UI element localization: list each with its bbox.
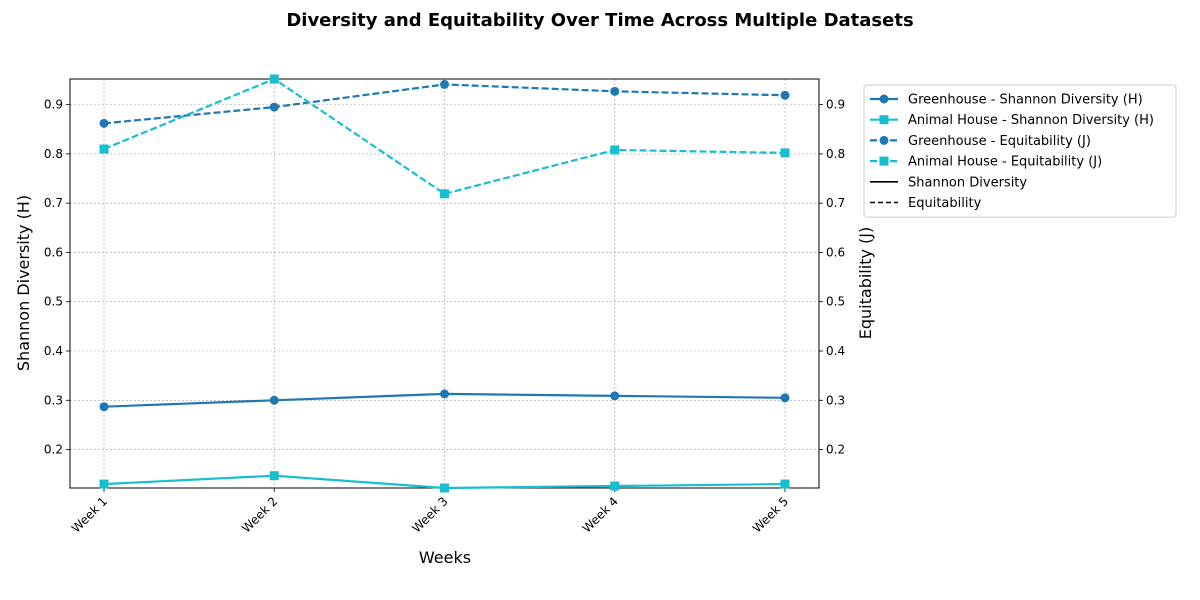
series-line-3 [103, 77, 786, 196]
x-tick-label: Week 5 [750, 494, 791, 535]
data-point [99, 402, 109, 412]
y-axis-right: 0.2 0.3 0.4 0.5 0.6 0.7 0.8 0.9 [819, 98, 845, 457]
data-point [269, 395, 279, 405]
y-tick-label-left: 0.4 [44, 344, 63, 358]
y-tick-label-right: 0.3 [826, 393, 845, 407]
x-axis-label: Weeks [419, 548, 471, 567]
y-tick-label-right: 0.4 [826, 344, 845, 358]
data-point [269, 102, 279, 112]
legend-marker [879, 115, 889, 125]
legend-label: Animal House - Shannon Diversity (H) [908, 113, 1154, 128]
chart-title: Diversity and Equitability Over Time Acr… [286, 10, 913, 31]
y-axis-label-right: Equitability (J) [856, 227, 875, 339]
y-tick-label-left: 0.9 [44, 98, 63, 112]
legend: Greenhouse - Shannon Diversity (H) Animal… [863, 84, 1177, 218]
legend-label: Greenhouse - Equitability (J) [908, 134, 1091, 149]
y-tick-label-left: 0.3 [44, 393, 63, 407]
legend-marker [879, 156, 889, 166]
y-tick-label-left: 0.8 [44, 147, 63, 161]
data-point [610, 481, 620, 491]
x-axis: Week 1 Week 2 Week 3 Week 4 Week 5 [69, 488, 791, 535]
series-layer [99, 74, 790, 493]
x-tick-label: Week 4 [580, 494, 621, 535]
y-tick-label-right: 0.7 [826, 196, 845, 210]
y-tick-label-right: 0.2 [826, 443, 845, 457]
data-point [99, 144, 109, 154]
data-point [99, 118, 109, 128]
legend-label: Shannon Diversity [908, 175, 1027, 190]
data-point [440, 483, 449, 493]
y-axis-left: 0.2 0.3 0.4 0.5 0.6 0.7 0.8 0.9 [44, 98, 70, 457]
y-tick-label-right: 0.6 [826, 245, 845, 259]
legend-label: Greenhouse - Shannon Diversity (H) [908, 93, 1143, 108]
x-tick-label: Week 2 [239, 494, 280, 535]
legend-label: Animal House - Equitability (J) [908, 155, 1102, 170]
legend-marker [879, 135, 889, 145]
x-tick-label: Week 1 [69, 494, 110, 535]
legend-box [863, 84, 1177, 218]
data-point [610, 145, 620, 155]
data-point [610, 86, 620, 96]
x-tick-label: Week 3 [409, 494, 450, 535]
data-point [780, 148, 790, 158]
legend-label: Equitability [908, 196, 982, 211]
data-point [610, 391, 620, 401]
y-tick-label-left: 0.6 [44, 245, 63, 259]
data-point [269, 471, 279, 481]
y-tick-label-left: 0.7 [44, 196, 63, 210]
y-tick-label-right: 0.5 [826, 295, 845, 309]
data-point [780, 90, 790, 100]
y-tick-label-left: 0.2 [44, 443, 63, 457]
y-tick-label-left: 0.5 [44, 295, 63, 309]
y-axis-label-left: Shannon Diversity (H) [14, 195, 33, 371]
data-point [440, 189, 449, 199]
y-tick-label-right: 0.9 [826, 98, 845, 112]
data-point [440, 79, 449, 89]
data-point [780, 479, 790, 489]
data-point [440, 389, 449, 399]
data-point [269, 74, 279, 84]
y-tick-label-right: 0.8 [826, 147, 845, 161]
legend-marker [879, 94, 889, 104]
data-point [99, 479, 109, 489]
data-point [780, 393, 790, 403]
plot-area [69, 78, 820, 489]
